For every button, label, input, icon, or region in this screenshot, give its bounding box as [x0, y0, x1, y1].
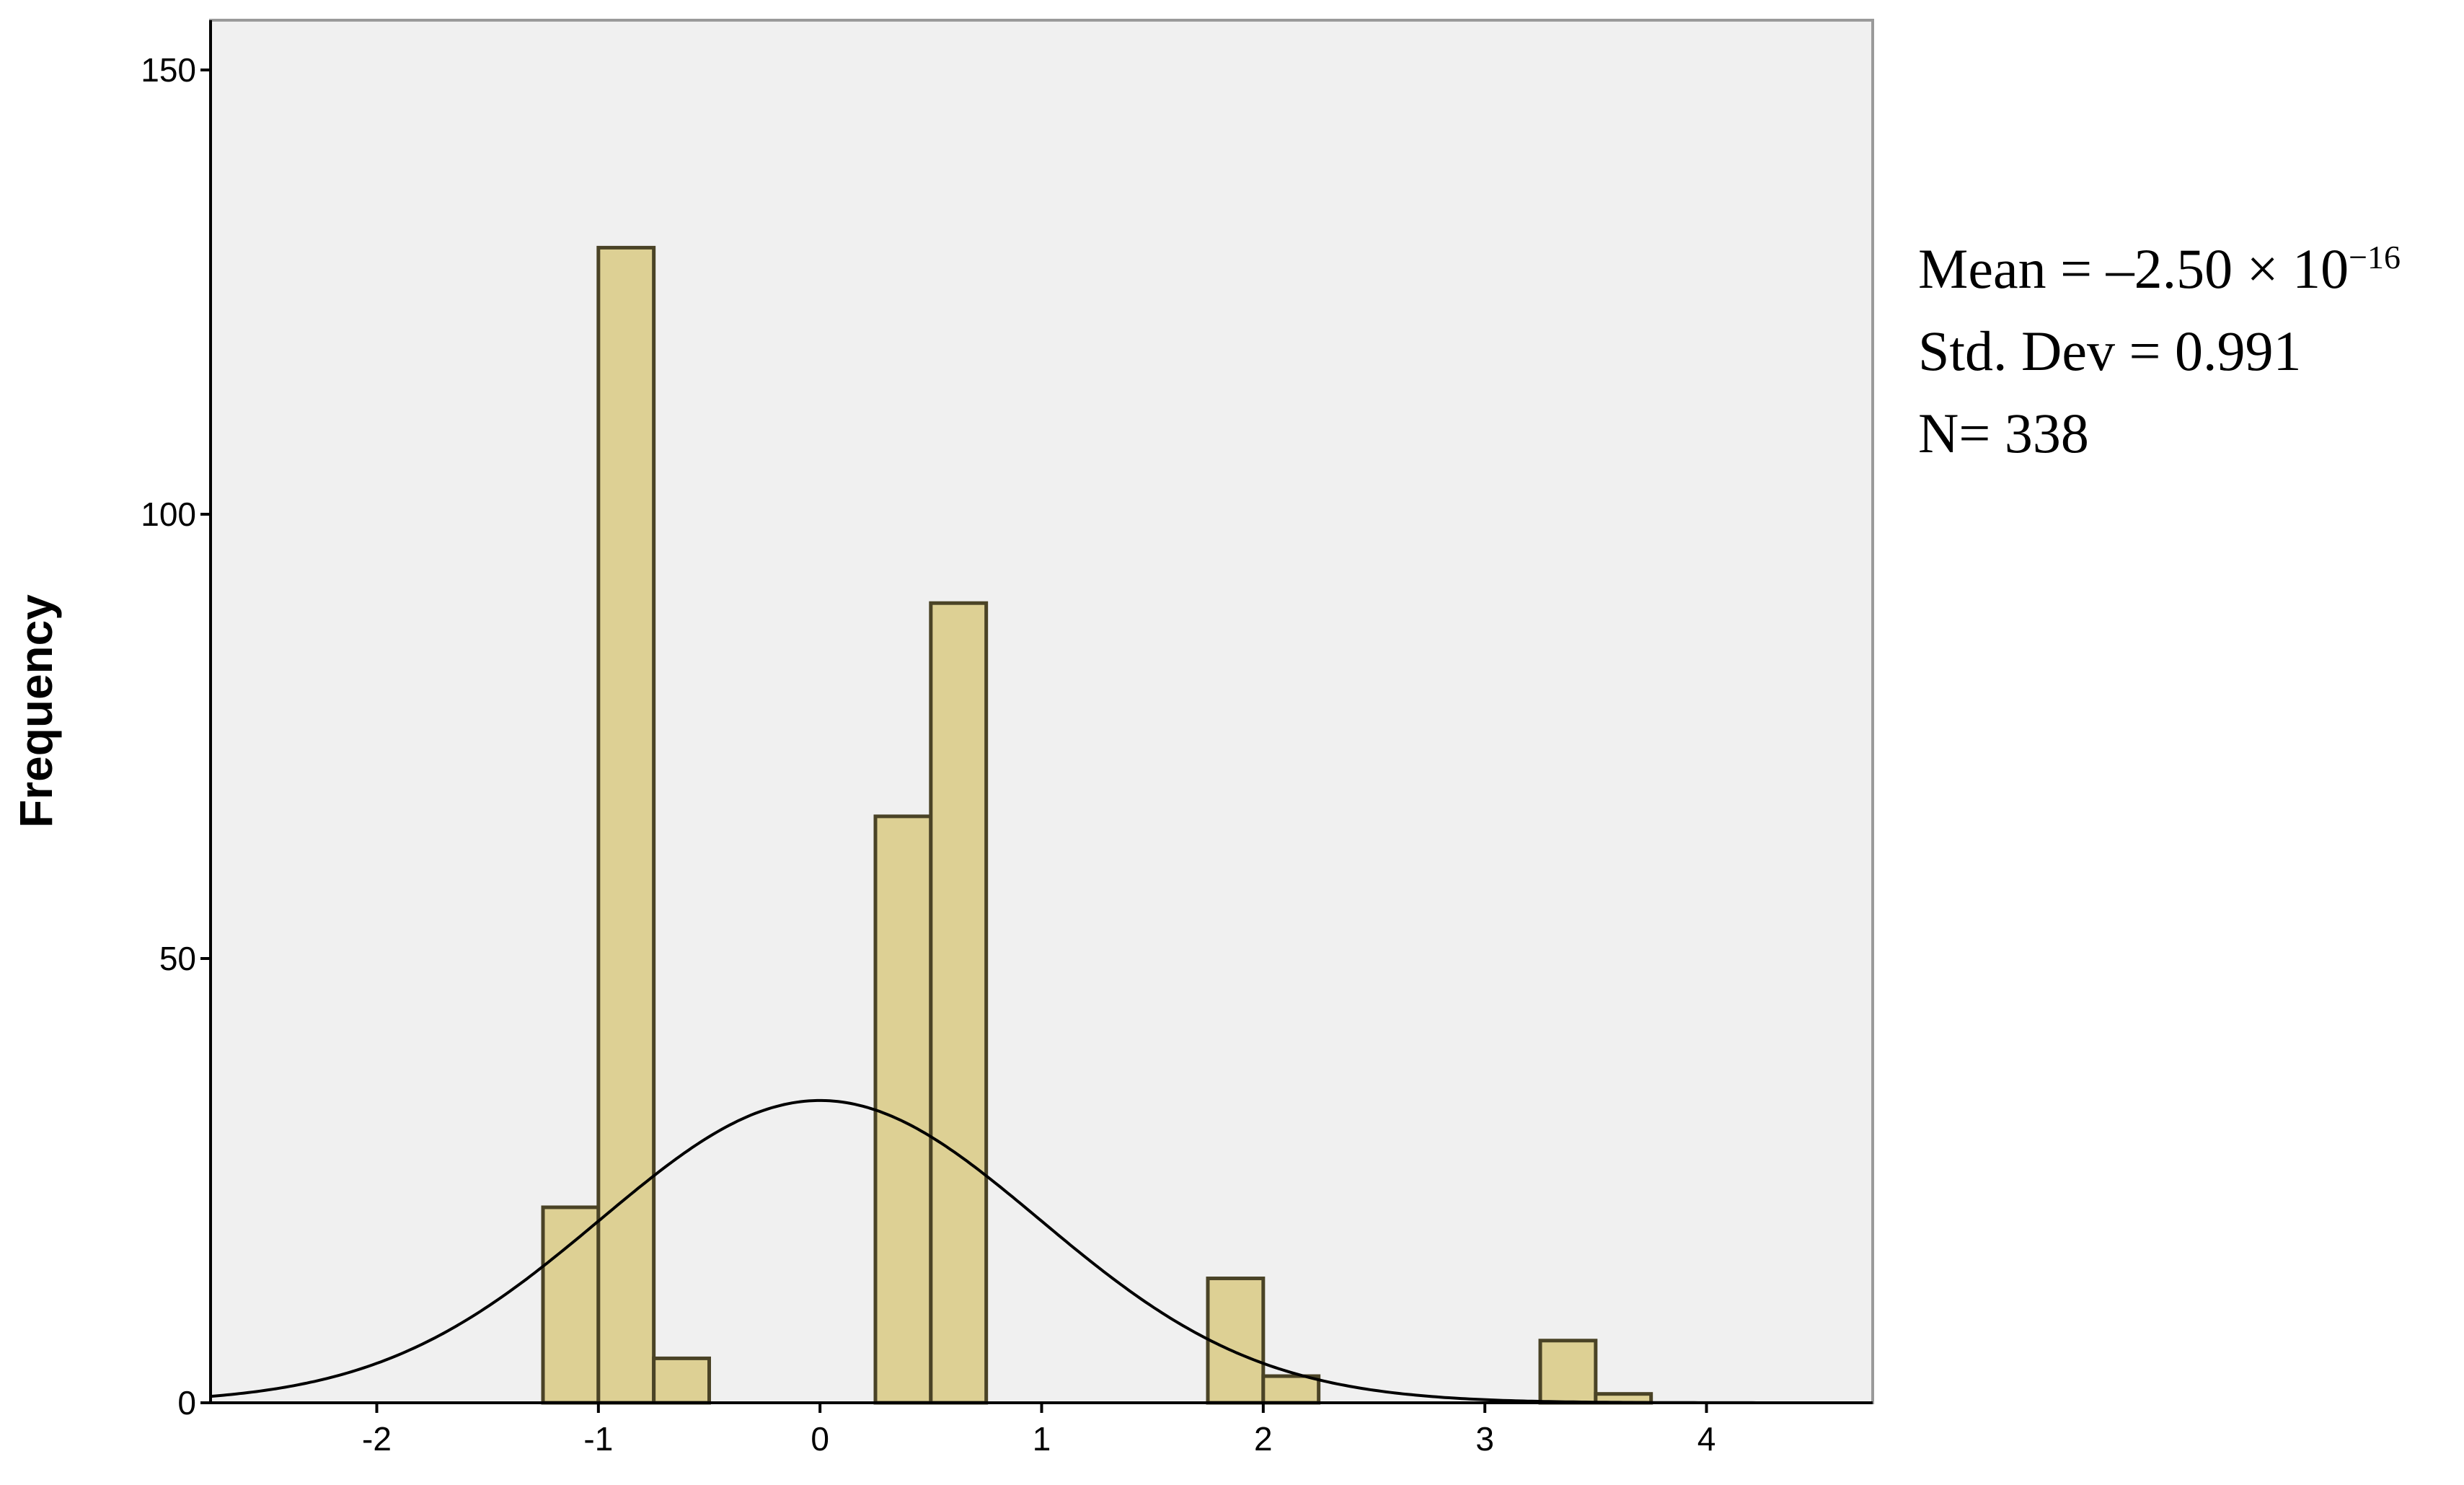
- histogram-bar: [541, 1205, 601, 1405]
- histogram-bar: [929, 601, 989, 1405]
- x-tick-label: -2: [362, 1420, 392, 1458]
- histogram-bar: [1261, 1374, 1321, 1405]
- x-tick-label: 3: [1475, 1420, 1494, 1458]
- x-tick-label: 1: [1033, 1420, 1051, 1458]
- y-tick-label: 150: [141, 51, 196, 89]
- plot-area: [209, 19, 1874, 1404]
- y-axis-ticks: 0 50 100 150: [141, 51, 211, 1422]
- x-axis-ticks: -2 -1 0 1 2 3 4: [362, 1403, 1715, 1458]
- histogram-bar: [1538, 1339, 1598, 1405]
- std-stat: Std. Dev = 0.991: [1918, 320, 2302, 382]
- n-stat: N= 338: [1918, 402, 2089, 464]
- x-tick-label: -1: [583, 1420, 613, 1458]
- x-tick-label: 0: [811, 1420, 829, 1458]
- y-axis-label: Frequency: [10, 594, 62, 828]
- y-tick-label: 0: [177, 1384, 196, 1422]
- y-tick-label: 100: [141, 495, 196, 533]
- histogram-bar: [652, 1356, 712, 1405]
- x-tick-label: 4: [1697, 1420, 1716, 1458]
- mean-stat: Mean = –2.50 × 10−16: [1918, 216, 2401, 310]
- mean-text: Mean = –2.50 × 10: [1918, 237, 2349, 300]
- histogram-bar: [1206, 1277, 1266, 1405]
- histogram-bar: [596, 245, 656, 1405]
- bars-group: [541, 245, 1653, 1405]
- mean-exponent: −16: [2349, 239, 2401, 276]
- stats-box: Mean = –2.50 × 10−16 Std. Dev = 0.991 N=…: [1918, 216, 2401, 475]
- histogram-bar: [873, 814, 933, 1405]
- y-tick-label: 50: [159, 940, 196, 977]
- x-tick-label: 2: [1254, 1420, 1273, 1458]
